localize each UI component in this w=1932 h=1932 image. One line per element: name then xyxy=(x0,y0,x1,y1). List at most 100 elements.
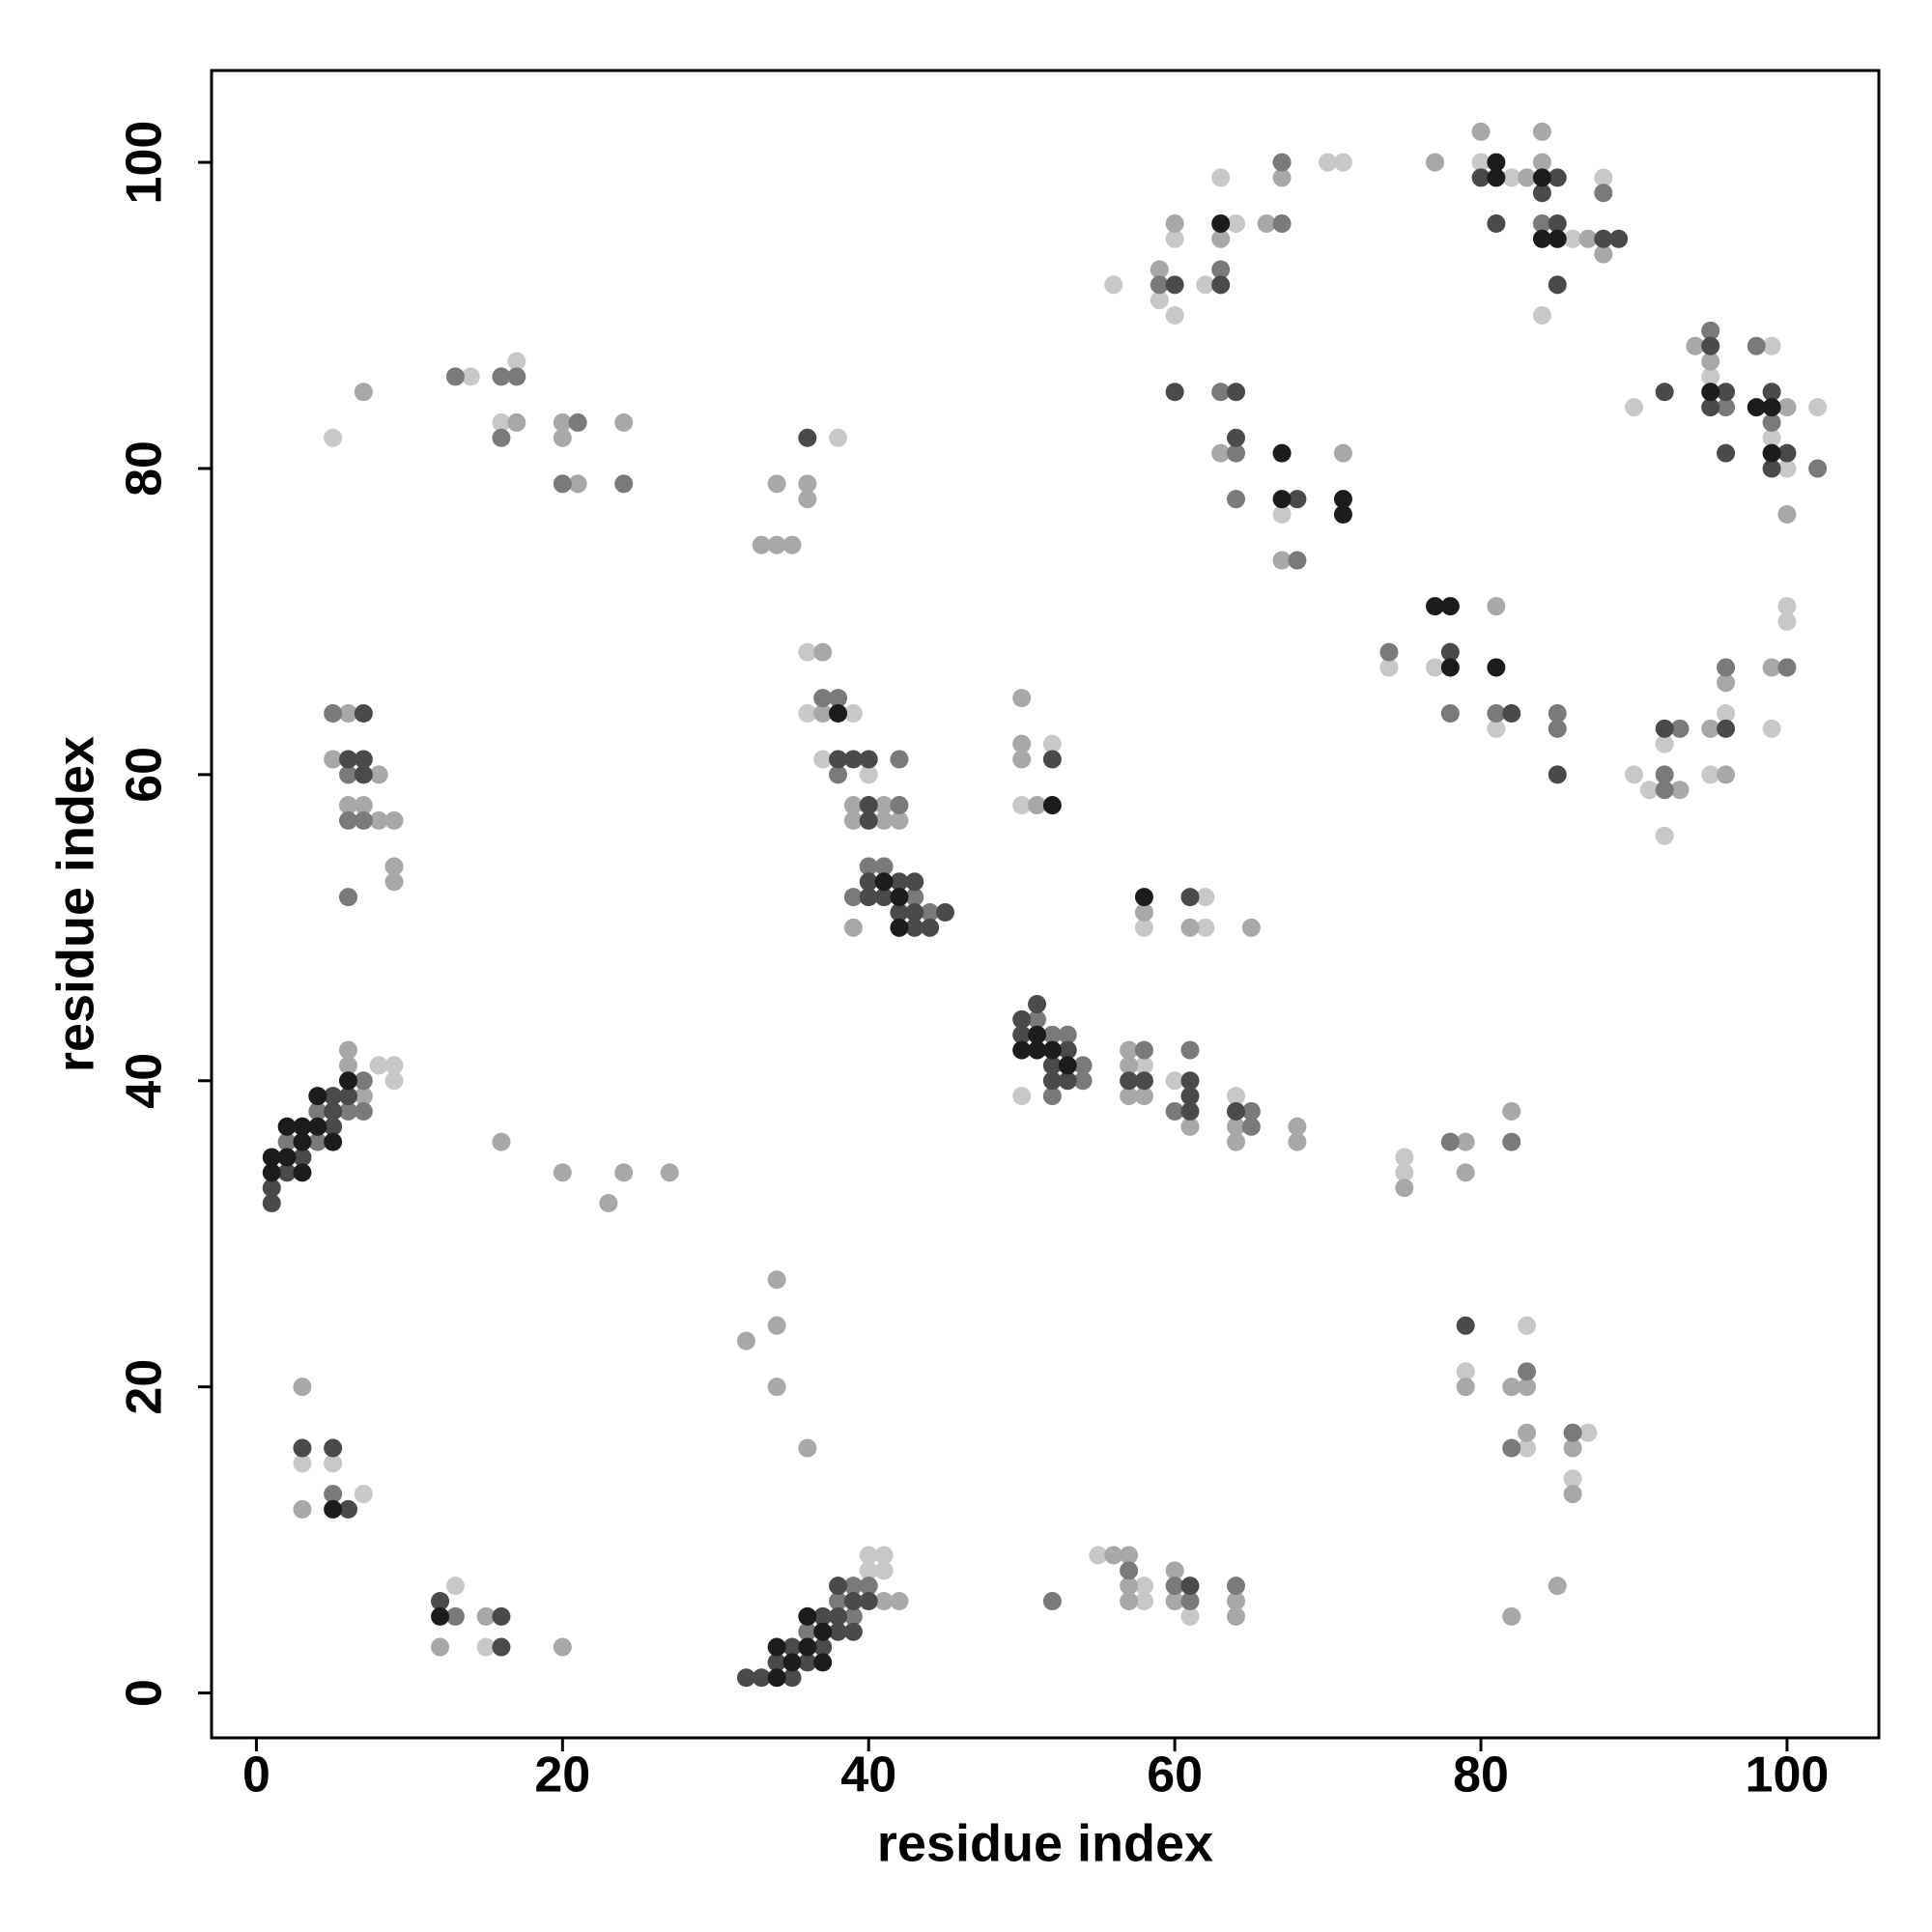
point xyxy=(890,750,909,769)
point xyxy=(277,1132,297,1151)
point xyxy=(1701,321,1720,340)
point xyxy=(1165,275,1184,295)
point xyxy=(1701,336,1720,355)
point xyxy=(798,490,817,509)
point xyxy=(1058,1040,1077,1060)
point xyxy=(1288,1132,1307,1151)
point xyxy=(568,412,587,432)
point xyxy=(324,1485,343,1504)
point xyxy=(1502,1438,1521,1458)
point xyxy=(1717,703,1736,723)
point xyxy=(1028,796,1047,815)
point xyxy=(1134,1577,1153,1596)
point xyxy=(1012,689,1032,708)
point xyxy=(1058,1071,1077,1091)
point xyxy=(507,412,526,432)
point xyxy=(1425,153,1444,172)
point xyxy=(1518,1438,1537,1458)
point xyxy=(1518,1423,1537,1442)
point xyxy=(752,535,771,554)
point xyxy=(1165,213,1184,233)
point xyxy=(354,1101,373,1121)
point xyxy=(1701,383,1720,402)
point xyxy=(1165,306,1184,326)
point xyxy=(431,1606,450,1626)
point xyxy=(874,1592,894,1611)
point xyxy=(660,1163,679,1182)
point xyxy=(1655,383,1674,402)
point xyxy=(1012,796,1032,815)
point xyxy=(1227,1087,1246,1106)
point xyxy=(843,810,863,830)
point xyxy=(843,750,863,769)
point xyxy=(890,872,909,892)
point xyxy=(1594,168,1613,187)
point xyxy=(843,918,863,937)
point xyxy=(829,765,848,784)
point xyxy=(1211,383,1231,402)
point xyxy=(1440,597,1460,616)
point xyxy=(874,1546,894,1565)
point xyxy=(1762,658,1781,677)
point xyxy=(507,352,526,371)
point xyxy=(1471,168,1491,187)
point xyxy=(1701,398,1720,417)
point xyxy=(1012,1087,1032,1106)
point xyxy=(1518,1316,1537,1335)
point xyxy=(1762,398,1781,417)
point xyxy=(1395,1179,1414,1198)
point xyxy=(859,1561,878,1580)
y-tick-label: 0 xyxy=(117,1679,173,1707)
point xyxy=(767,1270,786,1290)
point xyxy=(1777,459,1797,478)
point xyxy=(1257,213,1276,233)
point xyxy=(1196,888,1215,907)
point xyxy=(1425,658,1444,677)
point xyxy=(1180,1040,1200,1060)
point xyxy=(1518,1362,1537,1381)
point xyxy=(1777,597,1797,616)
point xyxy=(813,689,833,708)
point xyxy=(1701,719,1720,738)
point xyxy=(1058,1056,1077,1075)
point xyxy=(859,1592,878,1611)
x-tick-label: 100 xyxy=(1746,1747,1830,1804)
point xyxy=(813,750,833,769)
point xyxy=(324,1454,343,1473)
point xyxy=(1532,213,1551,233)
point xyxy=(1762,412,1781,432)
point xyxy=(1196,275,1215,295)
point xyxy=(1288,551,1307,570)
point xyxy=(354,750,373,769)
x-tick-label: 20 xyxy=(534,1747,590,1804)
point xyxy=(1042,1087,1062,1106)
point xyxy=(1165,1071,1184,1091)
point xyxy=(1578,229,1598,248)
point xyxy=(1487,658,1506,677)
point xyxy=(1134,1056,1153,1075)
point xyxy=(1471,153,1491,172)
point xyxy=(1440,1132,1460,1151)
point xyxy=(1165,1592,1184,1611)
point xyxy=(874,1561,894,1580)
point xyxy=(1777,505,1797,525)
point xyxy=(1165,1561,1184,1580)
point xyxy=(1502,1101,1521,1121)
point xyxy=(338,765,357,784)
point xyxy=(1104,275,1123,295)
point xyxy=(1395,1148,1414,1167)
point xyxy=(1747,398,1766,417)
point xyxy=(1518,168,1537,187)
point xyxy=(1532,168,1551,187)
point xyxy=(369,810,388,830)
point xyxy=(1456,1378,1475,1397)
point xyxy=(431,1637,450,1657)
point xyxy=(1548,703,1567,723)
point xyxy=(338,1040,357,1060)
point xyxy=(1563,1485,1582,1504)
point xyxy=(1502,1132,1521,1151)
point xyxy=(1134,1087,1153,1106)
point xyxy=(1120,1056,1139,1075)
point xyxy=(1655,781,1674,800)
point xyxy=(767,1668,786,1688)
